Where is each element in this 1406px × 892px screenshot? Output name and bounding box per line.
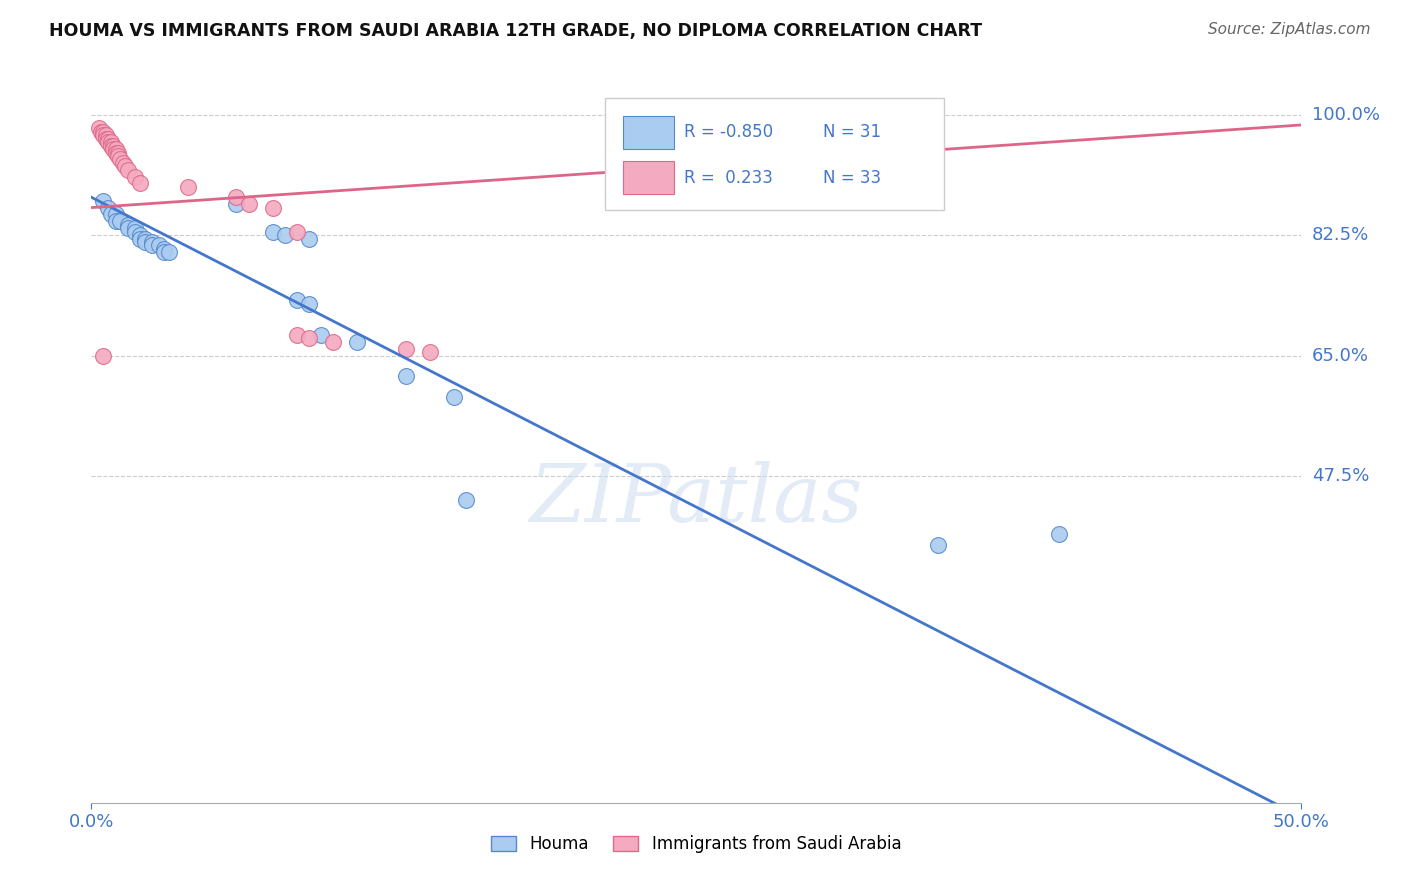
Point	[443, 390, 465, 404]
Point	[110, 153, 132, 167]
Point	[94, 132, 117, 146]
Point	[128, 231, 150, 245]
Text: R =  0.233: R = 0.233	[683, 169, 773, 186]
Point	[93, 349, 115, 363]
Point	[298, 331, 321, 345]
Point	[225, 197, 247, 211]
Point	[262, 201, 284, 215]
Point	[100, 135, 122, 149]
Text: HOUMA VS IMMIGRANTS FROM SAUDI ARABIA 12TH GRADE, NO DIPLOMA CORRELATION CHART: HOUMA VS IMMIGRANTS FROM SAUDI ARABIA 12…	[49, 22, 983, 40]
Point	[111, 156, 134, 170]
FancyBboxPatch shape	[623, 116, 675, 149]
Point	[101, 142, 124, 156]
Point	[157, 245, 180, 260]
Point	[262, 225, 284, 239]
Point	[93, 128, 115, 143]
Text: ZIPatlas: ZIPatlas	[529, 460, 863, 538]
Point	[124, 225, 146, 239]
Point	[87, 121, 110, 136]
Point	[285, 327, 308, 342]
Point	[395, 369, 418, 384]
FancyBboxPatch shape	[623, 161, 675, 194]
Point	[97, 135, 120, 149]
Point	[285, 225, 308, 239]
Text: 82.5%: 82.5%	[1312, 226, 1369, 244]
Text: 47.5%: 47.5%	[1312, 467, 1369, 485]
Point	[110, 214, 132, 228]
Point	[153, 242, 176, 256]
Point	[346, 334, 368, 349]
Point	[107, 149, 129, 163]
Point	[124, 169, 146, 184]
Point	[94, 128, 117, 143]
Point	[104, 145, 127, 160]
Point	[117, 218, 139, 232]
Point	[90, 125, 112, 139]
Point	[104, 214, 127, 228]
Text: N = 33: N = 33	[823, 169, 882, 186]
Legend: Houma, Immigrants from Saudi Arabia: Houma, Immigrants from Saudi Arabia	[484, 828, 908, 860]
Text: R = -0.850: R = -0.850	[683, 123, 773, 141]
Point	[141, 238, 163, 252]
Point	[107, 145, 129, 160]
Point	[100, 138, 122, 153]
Point	[456, 493, 478, 508]
Point	[128, 228, 150, 243]
Point	[309, 327, 332, 342]
Point	[93, 194, 115, 208]
Point	[134, 231, 156, 245]
Point	[97, 132, 120, 146]
Text: N = 31: N = 31	[823, 123, 882, 141]
Point	[114, 159, 136, 173]
Point	[141, 235, 163, 249]
Point	[298, 231, 321, 245]
FancyBboxPatch shape	[605, 98, 943, 211]
Point	[153, 245, 176, 260]
Point	[274, 228, 297, 243]
Point	[298, 297, 321, 311]
Point	[225, 190, 247, 204]
Point	[117, 162, 139, 177]
Point	[104, 142, 127, 156]
Point	[128, 177, 150, 191]
Text: Source: ZipAtlas.com: Source: ZipAtlas.com	[1208, 22, 1371, 37]
Point	[148, 238, 170, 252]
Point	[177, 180, 200, 194]
Point	[927, 538, 949, 552]
Point	[419, 345, 441, 359]
Point	[97, 201, 120, 215]
Point	[104, 207, 127, 221]
Point	[101, 138, 124, 153]
Point	[285, 293, 308, 308]
Text: 100.0%: 100.0%	[1312, 105, 1379, 124]
Point	[117, 221, 139, 235]
Point	[395, 342, 418, 356]
Point	[124, 221, 146, 235]
Text: 65.0%: 65.0%	[1312, 346, 1368, 365]
Point	[100, 207, 122, 221]
Point	[322, 334, 344, 349]
Point	[238, 197, 260, 211]
Point	[1047, 527, 1070, 541]
Point	[93, 125, 115, 139]
Point	[134, 235, 156, 249]
